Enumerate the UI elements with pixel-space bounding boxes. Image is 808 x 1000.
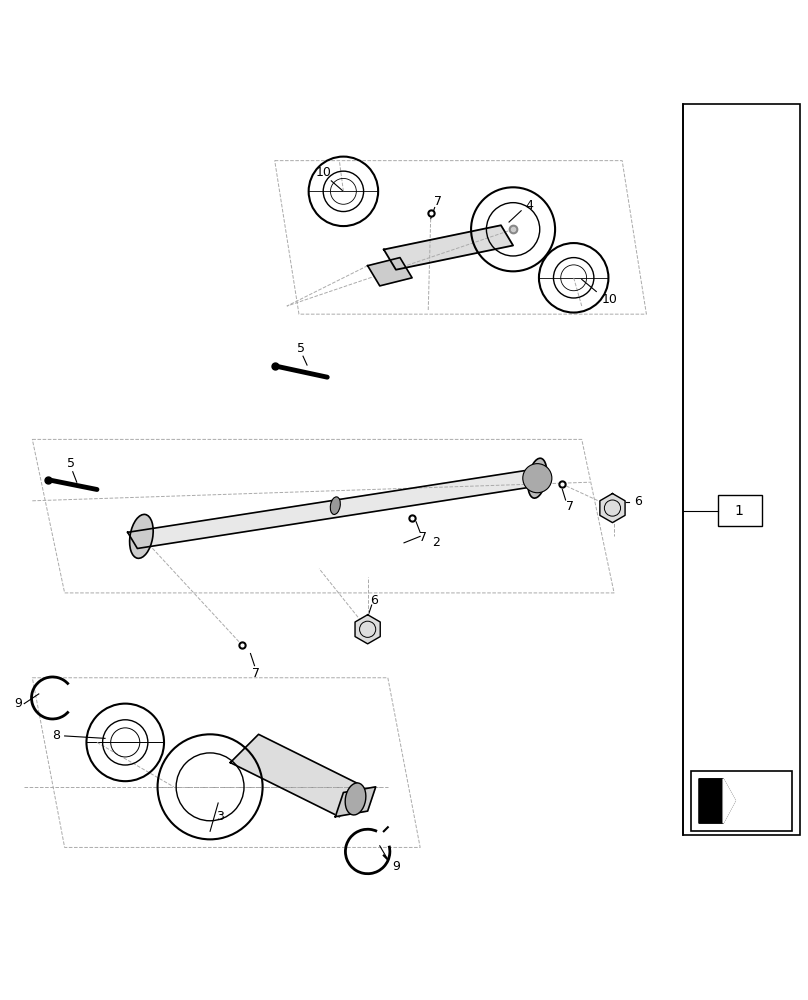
Text: 4: 4 <box>525 199 533 212</box>
Ellipse shape <box>528 458 547 498</box>
Text: 10: 10 <box>602 293 618 306</box>
Bar <box>718 495 762 526</box>
Polygon shape <box>723 779 735 823</box>
Text: 7: 7 <box>252 667 260 680</box>
Ellipse shape <box>129 514 154 558</box>
Ellipse shape <box>330 497 340 514</box>
Text: 2: 2 <box>432 536 440 549</box>
Polygon shape <box>230 734 360 817</box>
Circle shape <box>523 464 552 493</box>
Text: 5: 5 <box>297 342 305 355</box>
Polygon shape <box>384 225 513 270</box>
Text: 1: 1 <box>735 504 743 518</box>
Ellipse shape <box>345 783 366 815</box>
Text: 6: 6 <box>634 495 642 508</box>
Text: 7: 7 <box>419 531 427 544</box>
Polygon shape <box>699 779 735 823</box>
Text: 10: 10 <box>315 166 331 179</box>
Polygon shape <box>368 258 412 286</box>
Polygon shape <box>335 787 376 817</box>
Bar <box>691 771 792 831</box>
Text: 5: 5 <box>67 457 75 470</box>
Bar <box>683 104 800 835</box>
Text: 6: 6 <box>370 594 378 607</box>
Polygon shape <box>600 494 625 523</box>
Text: 9: 9 <box>14 697 22 710</box>
Polygon shape <box>128 469 541 548</box>
Text: 7: 7 <box>566 500 574 513</box>
Polygon shape <box>355 615 381 644</box>
Text: 9: 9 <box>392 860 400 873</box>
Text: 3: 3 <box>216 810 224 823</box>
Text: 7: 7 <box>434 195 442 208</box>
Text: 8: 8 <box>53 729 61 742</box>
